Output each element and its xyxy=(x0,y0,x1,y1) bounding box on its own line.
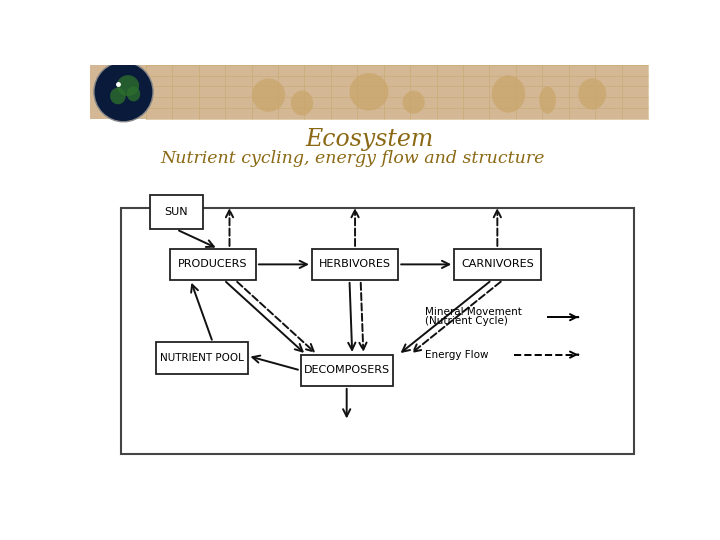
Text: Energy Flow: Energy Flow xyxy=(425,349,488,360)
Text: CARNIVORES: CARNIVORES xyxy=(461,259,534,269)
FancyBboxPatch shape xyxy=(156,342,248,374)
Text: (Nutrient Cycle): (Nutrient Cycle) xyxy=(425,316,508,326)
FancyBboxPatch shape xyxy=(150,195,203,230)
FancyBboxPatch shape xyxy=(121,208,634,454)
Text: DECOMPOSERS: DECOMPOSERS xyxy=(304,366,390,375)
FancyBboxPatch shape xyxy=(454,249,541,280)
Text: HERBIVORES: HERBIVORES xyxy=(319,259,391,269)
Text: SUN: SUN xyxy=(165,207,189,218)
Ellipse shape xyxy=(252,78,285,112)
FancyBboxPatch shape xyxy=(90,65,648,119)
Text: NUTRIENT POOL: NUTRIENT POOL xyxy=(160,353,243,363)
Text: Ecosystem: Ecosystem xyxy=(305,128,433,151)
Ellipse shape xyxy=(492,75,526,113)
Ellipse shape xyxy=(110,87,126,104)
Text: Nutrient cycling, energy flow and structure: Nutrient cycling, energy flow and struct… xyxy=(160,150,544,167)
Ellipse shape xyxy=(127,86,140,102)
Ellipse shape xyxy=(94,62,153,122)
FancyBboxPatch shape xyxy=(169,249,256,280)
Ellipse shape xyxy=(578,78,606,110)
Ellipse shape xyxy=(402,91,425,113)
Text: PRODUCERS: PRODUCERS xyxy=(178,259,248,269)
Ellipse shape xyxy=(539,86,556,113)
FancyBboxPatch shape xyxy=(301,355,392,386)
FancyBboxPatch shape xyxy=(312,249,398,280)
Ellipse shape xyxy=(349,73,389,111)
Text: Mineral Movement: Mineral Movement xyxy=(425,307,522,317)
Ellipse shape xyxy=(117,75,139,96)
Ellipse shape xyxy=(291,91,313,116)
